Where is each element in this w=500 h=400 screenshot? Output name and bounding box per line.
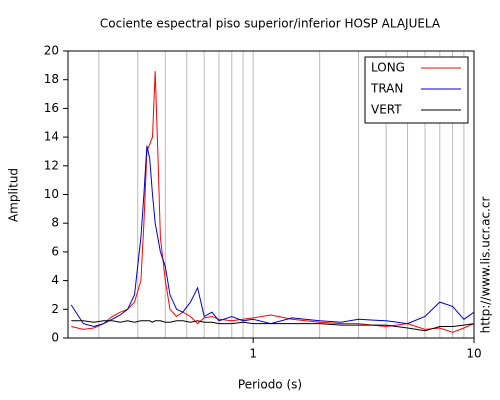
- x-axis-label: Periodo (s): [238, 378, 302, 392]
- series-line: [70, 145, 475, 328]
- y-tick-label: 10: [44, 187, 59, 201]
- x-tick-label: 1: [249, 347, 257, 361]
- side-note: http://www.lis.ucr.ac.cr: [479, 197, 493, 334]
- x-tick-label: 10: [466, 347, 481, 361]
- series-line: [71, 320, 475, 332]
- legend-label: LONG: [371, 61, 405, 75]
- y-tick-label: 0: [51, 331, 59, 345]
- y-axis-label: Amplitud: [7, 168, 21, 222]
- chart-title: Cociente espectral piso superior/inferio…: [100, 17, 441, 31]
- y-tick-label: 14: [44, 130, 59, 144]
- y-tick-label: 2: [51, 302, 59, 316]
- y-tick-label: 8: [51, 216, 59, 230]
- plot-frame: [67, 50, 475, 339]
- y-tick-label: 12: [44, 158, 59, 172]
- y-tick-label: 6: [51, 244, 59, 258]
- y-tick-label: 20: [44, 44, 59, 58]
- legend-label: TRAN: [370, 82, 403, 96]
- y-tick-label: 4: [51, 273, 59, 287]
- y-tick-label: 18: [44, 72, 59, 86]
- legend-label: VERT: [371, 103, 402, 117]
- y-tick-label: 16: [44, 101, 59, 115]
